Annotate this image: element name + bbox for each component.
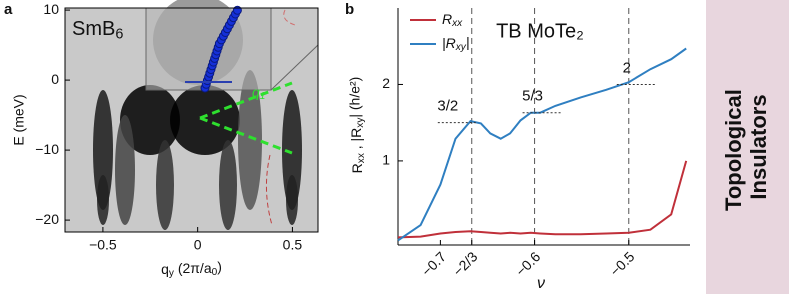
panel-title: TB MoTe₂ [496, 20, 584, 42]
y-tick-label: −20 [35, 211, 59, 227]
x-tick-label: −0.5 [607, 248, 638, 279]
y-tick-label: 1 [382, 152, 390, 168]
panel-label: a [4, 1, 13, 18]
intensity-blob [238, 70, 262, 210]
intensity-blob [115, 115, 135, 225]
guide-curve [283, 9, 296, 26]
intensity-blob [156, 140, 174, 230]
data-line [397, 47, 687, 242]
y-axis-label: E (meV) [11, 94, 27, 145]
q-vector [199, 81, 293, 120]
panel-title: SmB6​ [72, 18, 123, 42]
side-box [706, 0, 789, 294]
y-tick-label: 10 [43, 1, 59, 17]
guide-curve [265, 154, 273, 226]
annotation: 3/2 [437, 98, 458, 115]
intensity-blob [282, 90, 302, 210]
q-vector [199, 116, 293, 155]
annotation: 2 [623, 59, 631, 76]
side-label: Topological Insulators [721, 83, 771, 211]
x-tick-label: −0.7 [418, 248, 449, 279]
inset-line [270, 44, 319, 91]
data-line [397, 160, 688, 239]
intensity-blob [93, 90, 113, 210]
x-axis-label: ν [537, 275, 545, 292]
x-tick-label: 0.5 [283, 237, 303, 253]
annotation: q1​ [252, 84, 265, 102]
annotation: 5/3 [522, 88, 543, 105]
y-tick-label: 0 [51, 71, 59, 87]
intensity-blob [219, 140, 237, 230]
x-tick-label: −0.5 [89, 237, 117, 253]
panel-label: b [345, 1, 354, 18]
y-tick-label: 2 [382, 75, 390, 91]
y-axis-label: Rxx​ , |Rxy​| (h/e²) [346, 77, 366, 174]
intensity-blob [97, 175, 109, 225]
x-tick-label: −2/3 [450, 248, 481, 279]
legend-label: Rxx​ [442, 11, 463, 29]
legend-label: |Rxy​| [442, 34, 469, 53]
intensity-blob [120, 85, 180, 155]
x-axis-label: qy​ (2π/a0​) [161, 258, 222, 278]
x-tick-label: 0 [194, 237, 202, 253]
intensity-blob [286, 175, 298, 225]
y-tick-label: −10 [35, 141, 59, 157]
frame [64, 7, 319, 233]
